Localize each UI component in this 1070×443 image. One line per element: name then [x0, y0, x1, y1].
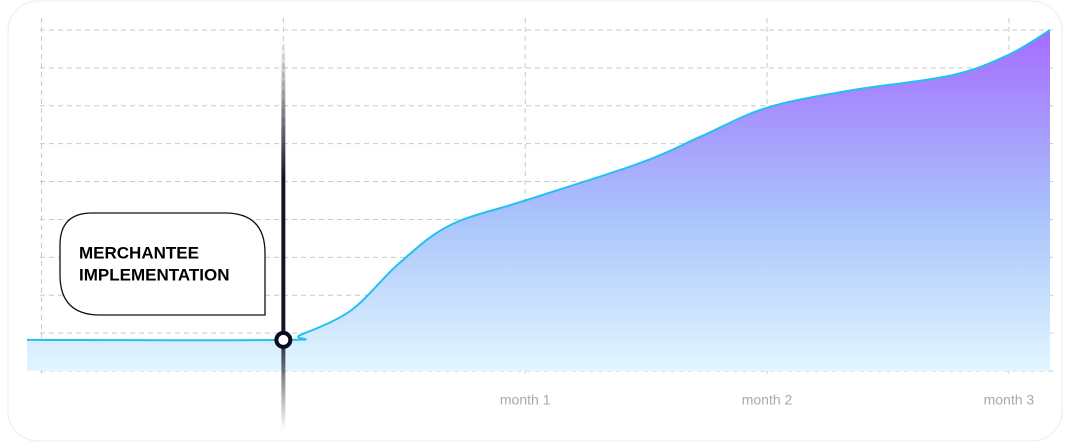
x-tick-label: month 1 [500, 392, 551, 408]
line [26, 29, 1051, 342]
x-tick-label: month 3 [984, 392, 1035, 408]
annotation-text: MERCHANTEE [79, 243, 199, 262]
marker [274, 330, 293, 349]
divider-line [281, 40, 286, 430]
annotation-box [59, 212, 266, 316]
annotation-text: IMPLEMENTATION [79, 265, 229, 284]
area [27, 30, 1050, 371]
x-tick-label: month 2 [742, 392, 793, 408]
